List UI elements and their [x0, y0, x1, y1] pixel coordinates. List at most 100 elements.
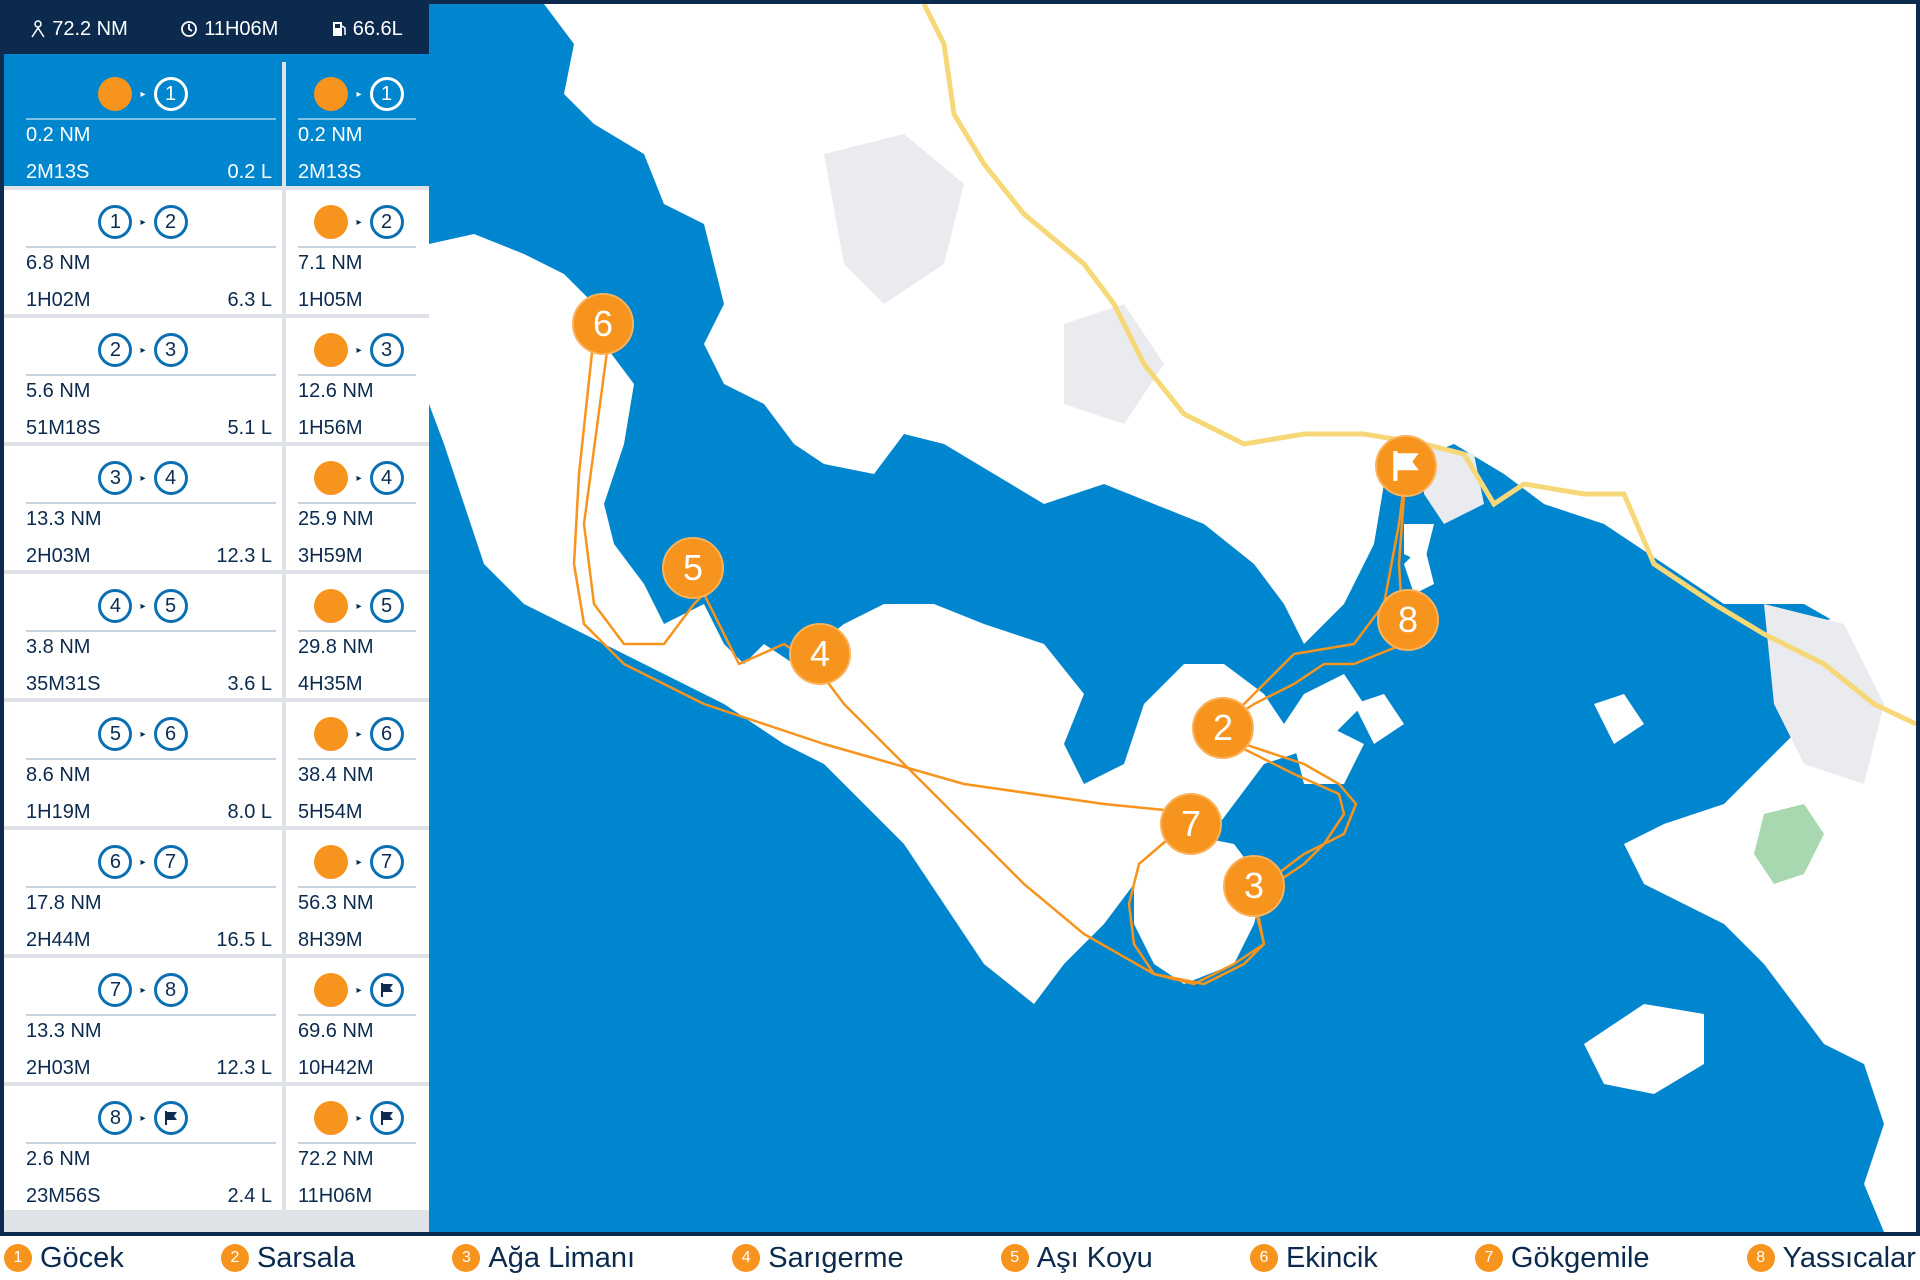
leg-time: 23M56S: [26, 1185, 101, 1207]
start-dot-icon: [314, 1101, 349, 1135]
stop-marker-2[interactable]: 2: [1192, 697, 1254, 759]
legs-panel: ▸ 1 0.2 NM 2M13S 0.2 L ▸ 1 0.2 NM 2M13S 1 ▸ 2 6.8 NM…: [4, 62, 429, 1232]
finish-flag-icon: [369, 1101, 404, 1135]
leg-row[interactable]: 6 ▸ 7 17.8 NM 2H44M 16.5 L ▸ 7 56.3 NM 8H39M: [4, 830, 429, 954]
legend-item[interactable]: 8 Yassıcalar: [1746, 1242, 1916, 1275]
cumulative-cell[interactable]: ▸ 6 38.4 NM 5H54M: [286, 702, 429, 826]
leg-segment-cell[interactable]: 7 ▸ 8 13.3 NM 2H03M 12.3 L: [4, 958, 282, 1082]
leg-time: 35M31S: [26, 673, 101, 695]
leg-row[interactable]: 1 ▸ 2 6.8 NM 1H02M 6.3 L ▸ 2 7.1 NM 1H05M: [4, 190, 429, 314]
arrow-right-icon: ▸: [356, 88, 362, 100]
arrow-right-icon: ▸: [356, 728, 362, 740]
leg-fuel: 16.5 L: [216, 929, 272, 951]
arrow-right-icon: ▸: [356, 344, 362, 356]
leg-distance: 5.6 NM: [26, 380, 91, 402]
leg-route-icons: 7 ▸ 8: [4, 972, 282, 1008]
divider: [298, 758, 416, 760]
total-distance: 72.2 NM: [30, 18, 128, 41]
flag-icon: [1393, 451, 1419, 481]
stop-marker-6[interactable]: 6: [572, 293, 634, 355]
cumulative-time: 2M13S: [298, 161, 362, 183]
stop-number-badge: 4: [98, 589, 133, 623]
stop-marker-3[interactable]: 3: [1223, 855, 1285, 917]
stop-number-badge: 6: [98, 845, 133, 879]
leg-segment-cell[interactable]: 1 ▸ 2 6.8 NM 1H02M 6.3 L: [4, 190, 282, 314]
cumulative-cell[interactable]: ▸ 2 7.1 NM 1H05M: [286, 190, 429, 314]
leg-segment-cell[interactable]: 5 ▸ 6 8.6 NM 1H19M 8.0 L: [4, 702, 282, 826]
divider: [298, 374, 416, 376]
legend-item[interactable]: 6 Ekincik: [1249, 1242, 1378, 1275]
arrow-right-icon: ▸: [356, 216, 362, 228]
arrow-right-icon: ▸: [140, 984, 146, 996]
divider: [26, 886, 276, 888]
leg-segment-cell[interactable]: 6 ▸ 7 17.8 NM 2H44M 16.5 L: [4, 830, 282, 954]
leg-row[interactable]: 4 ▸ 5 3.8 NM 35M31S 3.6 L ▸ 5 29.8 NM 4H35M: [4, 574, 429, 698]
divider: [26, 1014, 276, 1016]
start-dot-icon: [314, 333, 349, 367]
map-canvas[interactable]: [4, 4, 1916, 1232]
arrow-right-icon: ▸: [140, 472, 146, 484]
finish-flag-icon: [369, 973, 404, 1007]
leg-row[interactable]: 8 ▸ 2.6 NM 23M56S 2.4 L ▸ 72.2 NM 11H06M: [4, 1086, 429, 1210]
cumulative-route-icons: ▸ 6: [304, 716, 414, 752]
arrow-right-icon: ▸: [356, 472, 362, 484]
legend-item[interactable]: 1 Göcek: [4, 1242, 124, 1275]
divider: [298, 118, 416, 120]
leg-row[interactable]: 3 ▸ 4 13.3 NM 2H03M 12.3 L ▸ 4 25.9 NM 3H59M: [4, 446, 429, 570]
leg-distance: 17.8 NM: [26, 892, 102, 914]
stop-number-badge: 6: [153, 717, 188, 751]
legend-number-badge: 1: [4, 1244, 32, 1272]
cumulative-cell[interactable]: ▸ 1 0.2 NM 2M13S: [286, 62, 429, 186]
legend-item[interactable]: 2 Sarsala: [220, 1242, 355, 1275]
leg-segment-cell[interactable]: ▸ 1 0.2 NM 2M13S 0.2 L: [4, 62, 282, 186]
finish-flag-marker[interactable]: [1375, 435, 1437, 497]
arrow-right-icon: ▸: [140, 88, 146, 100]
legend-number-badge: 6: [1249, 1244, 1278, 1272]
legend-item[interactable]: 7 Gökgemile: [1474, 1242, 1650, 1275]
legend-item[interactable]: 3 Ağa Limanı: [452, 1242, 635, 1275]
cumulative-route-icons: ▸ 4: [304, 460, 414, 496]
legend-item[interactable]: 4 Sarıgerme: [732, 1241, 904, 1275]
cumulative-cell[interactable]: ▸ 3 12.6 NM 1H56M: [286, 318, 429, 442]
legend-number-badge: 7: [1474, 1244, 1503, 1272]
leg-segment-cell[interactable]: 3 ▸ 4 13.3 NM 2H03M 12.3 L: [4, 446, 282, 570]
divider: [26, 502, 276, 504]
stop-marker-7[interactable]: 7: [1160, 793, 1222, 855]
stop-number-badge: 2: [153, 205, 188, 239]
leg-segment-cell[interactable]: 8 ▸ 2.6 NM 23M56S 2.4 L: [4, 1086, 282, 1210]
cumulative-cell[interactable]: ▸ 69.6 NM 10H42M: [286, 958, 429, 1082]
stop-number-badge: 4: [369, 461, 404, 495]
leg-fuel: 0.2 L: [227, 161, 272, 183]
leg-fuel: 3.6 L: [227, 673, 272, 695]
stop-marker-4[interactable]: 4: [789, 623, 851, 685]
cumulative-cell[interactable]: ▸ 5 29.8 NM 4H35M: [286, 574, 429, 698]
cumulative-cell[interactable]: ▸ 72.2 NM 11H06M: [286, 1086, 429, 1210]
cumulative-time: 8H39M: [298, 929, 363, 951]
cumulative-distance: 29.8 NM: [298, 636, 374, 658]
leg-row[interactable]: 2 ▸ 3 5.6 NM 51M18S 5.1 L ▸ 3 12.6 NM 1H56M: [4, 318, 429, 442]
stop-number-badge: 8: [98, 1101, 133, 1135]
stop-marker-8[interactable]: 8: [1377, 589, 1439, 651]
stops-legend: 1 Göcek 2 Sarsala 3 Ağa Limanı 4 Sarıgerme 5 Aşı …: [0, 1236, 1920, 1280]
divider: [26, 374, 276, 376]
start-dot-icon: [314, 77, 349, 111]
legend-item[interactable]: 5 Aşı Koyu: [1000, 1242, 1153, 1275]
leg-time: 1H19M: [26, 801, 91, 823]
cumulative-cell[interactable]: ▸ 7 56.3 NM 8H39M: [286, 830, 429, 954]
legend-stop-name: Sarıgerme: [768, 1241, 904, 1274]
divider: [298, 246, 416, 248]
cumulative-distance: 7.1 NM: [298, 252, 363, 274]
stop-marker-5[interactable]: 5: [662, 537, 724, 599]
leg-row[interactable]: ▸ 1 0.2 NM 2M13S 0.2 L ▸ 1 0.2 NM 2M13S: [4, 62, 429, 186]
stop-number-badge: 2: [369, 205, 404, 239]
park-area: [1754, 804, 1824, 884]
leg-segment-cell[interactable]: 2 ▸ 3 5.6 NM 51M18S 5.1 L: [4, 318, 282, 442]
leg-row[interactable]: 5 ▸ 6 8.6 NM 1H19M 8.0 L ▸ 6 38.4 NM 5H54M: [4, 702, 429, 826]
stop-number-badge: 7: [153, 845, 188, 879]
leg-row[interactable]: 7 ▸ 8 13.3 NM 2H03M 12.3 L ▸ 69.6 NM 10H42M: [4, 958, 429, 1082]
total-fuel: 66.6L: [331, 18, 403, 41]
start-dot-icon: [314, 717, 349, 751]
leg-distance: 6.8 NM: [26, 252, 91, 274]
cumulative-cell[interactable]: ▸ 4 25.9 NM 3H59M: [286, 446, 429, 570]
leg-segment-cell[interactable]: 4 ▸ 5 3.8 NM 35M31S 3.6 L: [4, 574, 282, 698]
